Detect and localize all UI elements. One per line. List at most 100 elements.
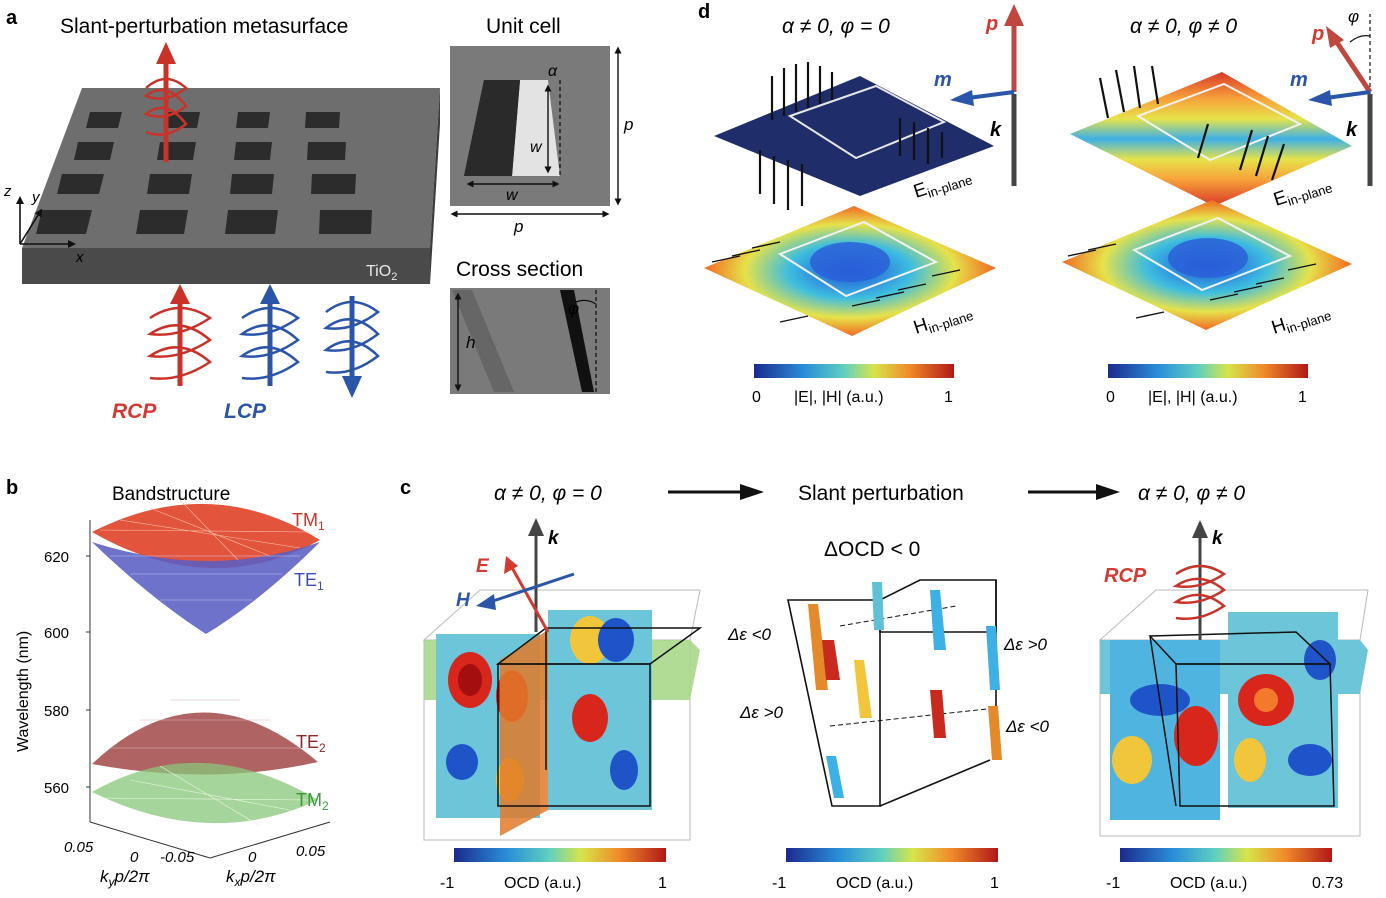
- cbar-c-mid-label: OCD (a.u.): [836, 875, 913, 892]
- ocd-cube-right: [1098, 589, 1369, 837]
- cbar-d-right-min: 0: [1106, 389, 1115, 406]
- colorbar-d-left: [754, 364, 954, 378]
- lcp-spiral-reflected: [322, 296, 381, 398]
- unit-cell-p-horizontal-label: p: [513, 217, 523, 236]
- colorbar-d-right: [1108, 364, 1308, 378]
- ytick-560: 560: [44, 780, 69, 797]
- band-tm1-label: TM1: [292, 510, 325, 533]
- unit-cell-alpha-label: α: [548, 63, 558, 80]
- d-right-m-label: m: [1290, 69, 1308, 91]
- c-left-k-label: k: [548, 528, 560, 549]
- cbar-d-left-min: 0: [752, 389, 761, 406]
- ytick-600: 600: [44, 625, 69, 642]
- band-tm1-surface: [92, 499, 320, 569]
- d-right-k-label: k: [1346, 119, 1358, 141]
- xtick-kx-0.05: 0.05: [296, 843, 326, 860]
- cross-section-diagram: [450, 288, 610, 394]
- axis-y-label: y: [31, 189, 41, 206]
- coordinate-axes: [16, 196, 76, 248]
- panel-a-letter: a: [6, 7, 18, 29]
- d-left-p-label: p: [985, 13, 998, 35]
- d-left-h-plane: [704, 206, 996, 336]
- rcp-spiral-incident: [146, 284, 213, 386]
- panel-a-title: Slant-perturbation metasurface: [60, 15, 348, 38]
- xtick-ky-0: 0: [130, 849, 139, 866]
- process-arrows: [668, 484, 1120, 500]
- panel-b-letter: b: [6, 477, 18, 499]
- c-right-k-label: k: [1212, 528, 1224, 549]
- material-label: TiO2: [366, 263, 397, 283]
- cbar-d-right-label: |E|, |H| (a.u.): [1148, 389, 1238, 406]
- d-left-e-plane: [714, 76, 994, 196]
- panel-c-left-title: α ≠ 0, φ = 0: [494, 482, 602, 505]
- xtick-ky-neg0.05: -0.05: [160, 849, 195, 866]
- c-right-rcp-label: RCP: [1104, 565, 1147, 587]
- panel-d-left-title: α ≠ 0, φ = 0: [782, 15, 890, 38]
- panel-c-mid-subtitle: ΔOCD < 0: [824, 538, 920, 561]
- d-right-h-vectors: [1067, 243, 1317, 319]
- lcp-label: LCP: [224, 400, 267, 423]
- d-left-k-label: k: [990, 119, 1002, 141]
- d-right-e-label: Ein-plane: [1271, 173, 1334, 213]
- cbar-d-left-label: |E|, |H| (a.u.): [794, 389, 884, 406]
- field-vectors-left: [476, 518, 575, 633]
- xlabel-kx: kxp/2π: [226, 867, 276, 889]
- d-right-e-vectors: [1098, 65, 1286, 181]
- axis-x-label: x: [75, 249, 84, 266]
- cbar-c-right-min: -1: [1106, 875, 1120, 892]
- ytick-580: 580: [44, 703, 69, 720]
- band-te1-surface: [92, 542, 320, 634]
- rcp-label: RCP: [112, 400, 157, 423]
- xlabel-ky: kyp/2π: [100, 867, 150, 889]
- d-left-h-vectors: [711, 241, 961, 323]
- cross-section-phi-label: φ: [568, 299, 579, 318]
- panel-c-letter: c: [400, 477, 411, 499]
- cbar-c-right-label: OCD (a.u.): [1170, 875, 1247, 892]
- cbar-d-right-max: 1: [1298, 389, 1307, 406]
- cbar-c-left-min: -1: [440, 875, 454, 892]
- bandstructure-ylabel: Wavelength (nm): [15, 631, 32, 752]
- cbar-c-right-max: 0.73: [1312, 875, 1343, 892]
- c-left-E-label: E: [476, 556, 490, 577]
- unit-cell-w-horizontal-label: w: [506, 187, 519, 204]
- d-right-h-plane: [1062, 200, 1352, 330]
- d-right-h-label: Hin-plane: [1269, 300, 1333, 340]
- cross-section-title: Cross section: [456, 258, 583, 281]
- unit-cell-w-vertical-label: w: [530, 139, 543, 156]
- delta-eps-gt0-right: Δε >0: [1003, 635, 1048, 654]
- d-left-e-vectors: [758, 62, 944, 210]
- xtick-ky-0.05: 0.05: [64, 839, 94, 856]
- cbar-c-left-max: 1: [658, 875, 667, 892]
- rcp-spiral-c-right: [1172, 520, 1227, 640]
- band-te2-label: TE2: [296, 732, 326, 755]
- d-left-pmk-axes: [950, 4, 1024, 186]
- d-right-pmk-axes: [1308, 14, 1373, 186]
- band-te1-label: TE1: [294, 570, 324, 593]
- d-right-p-label: p: [1311, 23, 1324, 45]
- xtick-kx-0: 0: [248, 849, 257, 866]
- colorbar-c-mid: [786, 848, 998, 862]
- lcp-spiral-incident: [238, 284, 301, 386]
- unit-cell-title: Unit cell: [486, 15, 561, 38]
- band-tm2-surface: [92, 762, 318, 827]
- band-tm2-label: TM2: [296, 790, 329, 813]
- panel-c-mid-title: Slant perturbation: [798, 482, 964, 505]
- panel-b-title: Bandstructure: [112, 484, 230, 505]
- panel-d-right-title: α ≠ 0, φ ≠ 0: [1130, 15, 1237, 38]
- cbar-d-left-max: 1: [944, 389, 953, 406]
- d-left-h-label: Hin-plane: [911, 300, 975, 340]
- unit-cell-diagram: [450, 46, 622, 218]
- axis-z-label: z: [3, 183, 12, 200]
- cbar-c-mid-min: -1: [772, 875, 786, 892]
- colorbar-c-right: [1120, 848, 1332, 862]
- colorbar-c-left: [454, 848, 666, 862]
- panel-c-right-title: α ≠ 0, φ ≠ 0: [1138, 482, 1245, 505]
- rcp-spiral-top: [143, 42, 188, 162]
- delta-eps-lt0-lower: Δε <0: [1005, 717, 1050, 736]
- panel-d-letter: d: [698, 1, 710, 23]
- slant-perturbation-diagram: [787, 579, 1002, 807]
- ytick-620: 620: [44, 549, 69, 566]
- d-right-phi-label: φ: [1348, 7, 1359, 26]
- cbar-c-left-label: OCD (a.u.): [504, 875, 581, 892]
